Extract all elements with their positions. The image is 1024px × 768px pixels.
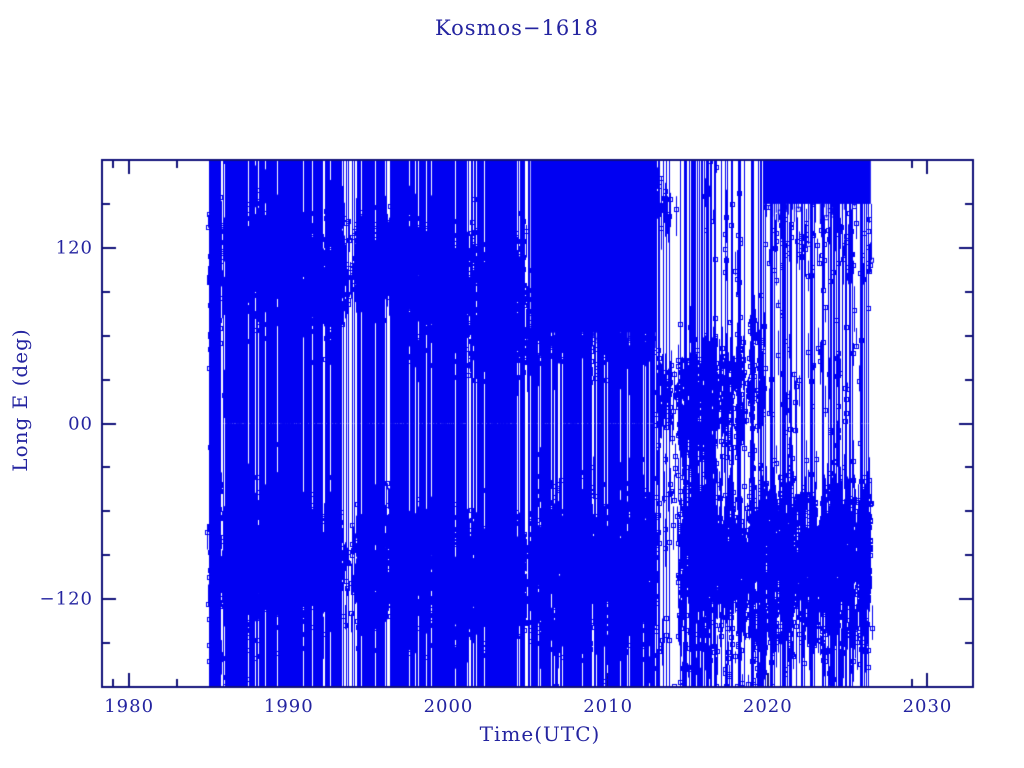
- x-tick-label: 1990: [263, 696, 314, 717]
- y-tick-label: −120: [39, 588, 93, 610]
- x-tick-label: 2010: [583, 696, 634, 717]
- y-tick-label: 120: [55, 237, 93, 259]
- y-axis-title: Long E (deg): [8, 328, 32, 472]
- x-tick-label: 1980: [104, 696, 155, 717]
- y-tick-label: 00: [68, 413, 93, 434]
- x-tick-label: 2030: [902, 696, 953, 717]
- x-tick-label: 2020: [742, 696, 793, 717]
- x-axis-title: Time(UTC): [479, 722, 601, 746]
- chart-title: Kosmos−1618: [435, 16, 599, 40]
- x-tick-label: 2000: [423, 696, 474, 717]
